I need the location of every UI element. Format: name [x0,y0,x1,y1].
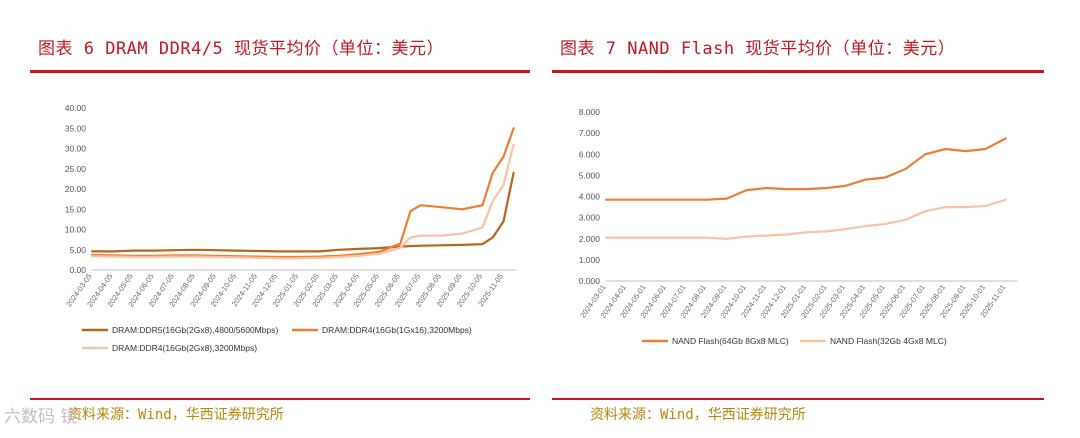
dram-series-line-3 [90,143,515,260]
bottom-rule [552,398,1044,400]
nand-source-note: 资料来源：Wind，华西证券研究所 [590,407,806,423]
y-tick-label: 4.000 [579,192,601,202]
nand-chart: 0.000 1.000 2.000 3.000 4.000 5.000 6.000 7.000… [578,107,1018,346]
y-tick-label: 35.00 [65,123,87,133]
dram-series-line-1 [90,171,515,253]
nand-figure-panel: 图表 7 NAND Flash 现货平均价（单位：美元） 0.000 1.000 2… [552,0,1044,438]
nand-legend-label-1: NAND Flash(64Gb 8Gx8 MLC) [672,336,789,346]
y-tick-label: 3.000 [579,213,601,223]
nand-legend-label-2: NAND Flash(32Gb 4Gx8 MLC) [830,336,947,346]
y-tick-label: 30.00 [65,144,87,154]
title-rule [30,70,530,73]
y-tick-label: 10.00 [65,225,87,235]
dram-figure-panel: 图表 6 DRAM DDR4/5 现货平均价（单位：美元） 0.00 5.00 10… [30,0,530,438]
bottom-rule [30,398,530,400]
y-tick-label: 40.00 [65,103,87,113]
y-tick-label: 1.000 [579,255,601,265]
y-tick-label: 15.00 [65,204,87,214]
y-tick-label: 8.000 [579,107,601,117]
title-rule [552,70,1044,73]
dram-source-note: 资料来源：Wind，华西证券研究所 [68,407,284,423]
y-tick-label: 7.000 [579,128,601,138]
y-tick-label: 5.000 [579,170,601,180]
y-tick-label: 25.00 [65,164,87,174]
y-tick-label: 6.000 [579,149,601,159]
nand-series-line-2 [604,198,1007,240]
y-tick-label: 20.00 [65,184,87,194]
y-tick-label: 5.00 [69,245,86,255]
y-tick-label: 2.000 [579,234,601,244]
dram-series-line-2 [90,127,515,259]
dram-legend-label-1: DRAM:DDR5(16Gb(2Gx8),4800/5600Mbps) [112,325,278,335]
dram-figure-title: 图表 6 DRAM DDR4/5 现货平均价（单位：美元） [38,39,445,59]
watermark-logo: 六数码 镜 [4,407,78,427]
nand-figure-title: 图表 7 NAND Flash 现货平均价（单位：美元） [560,39,956,59]
dram-legend-label-2: DRAM:DDR4(16Gb(1Gx16),3200Mbps) [322,325,472,335]
dram-legend-label-3: DRAM:DDR4(16Gb(2Gx8),3200Mbps) [112,343,257,353]
nand-series-line-1 [604,137,1007,201]
y-tick-label: 0.00 [69,265,86,275]
dram-chart: 0.00 5.00 10.00 15.00 20.00 25.00 30.00 35.00 40… [64,103,516,353]
y-tick-label: 0.000 [579,276,601,286]
